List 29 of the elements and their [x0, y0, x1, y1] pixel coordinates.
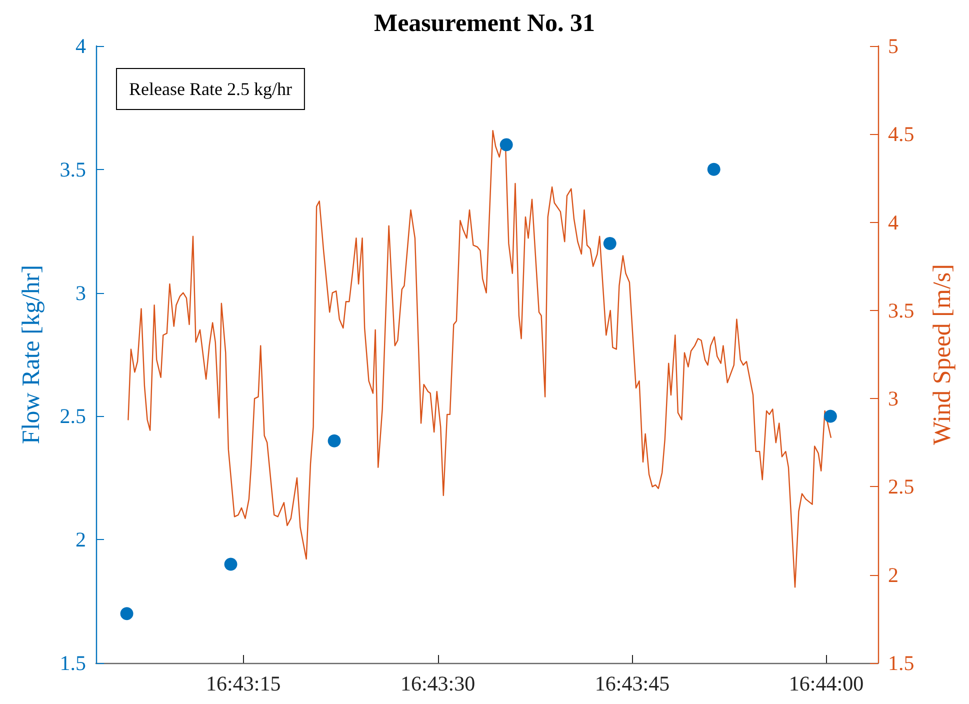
point	[500, 138, 513, 152]
y-tick-label: 2.5	[60, 404, 86, 428]
x-tick-label: 16:43:15	[206, 672, 281, 696]
point	[120, 607, 134, 620]
y-tick-label: 2	[76, 528, 86, 552]
y-tick-label: 3	[76, 280, 86, 305]
point	[603, 236, 616, 250]
y-tick-label: 3.5	[60, 157, 86, 182]
x-tick-label: 16:44:00	[788, 672, 864, 696]
point	[707, 162, 720, 176]
y2-tick-label: 4.5	[888, 122, 914, 146]
point	[224, 558, 238, 571]
point	[824, 410, 837, 423]
y2-tick-label: 3.5	[888, 298, 914, 322]
point	[328, 434, 341, 448]
chart-title: Measurement No. 31	[374, 10, 596, 37]
y2-tick-label: 2.5	[888, 474, 914, 499]
y2-tick-label: 2	[888, 562, 898, 587]
y-axis-title: Flow Rate [kg/hr]	[18, 264, 45, 444]
x-tick-label: 16:43:45	[594, 672, 670, 696]
y2-tick-label: 3	[888, 386, 898, 411]
y2-tick-label: 4	[888, 210, 899, 234]
x-tick-label: 16:43:30	[400, 672, 476, 696]
y-tick-label: 4	[76, 34, 86, 58]
annotation: Release Rate 2.5 kg/hr	[129, 79, 292, 99]
y-tick-label: 1.5	[60, 651, 86, 675]
y2-tick-label: 5	[888, 34, 898, 58]
y2-tick-label: 1.5	[888, 651, 914, 675]
y2-axis-title: Wind Speed [m/s]	[929, 264, 956, 445]
